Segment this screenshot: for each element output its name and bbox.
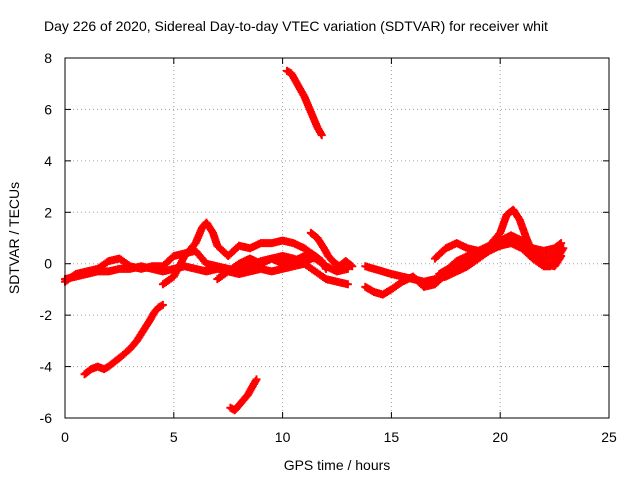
chart-title: Day 226 of 2020, Sidereal Day-to-day VTE… xyxy=(44,18,548,34)
x-tick-label: 20 xyxy=(492,429,508,445)
y-tick-label: -6 xyxy=(40,410,53,426)
x-tick-label: 5 xyxy=(170,429,178,445)
y-tick-label: 8 xyxy=(44,50,52,66)
data-point xyxy=(346,261,355,270)
series-track-dip-low xyxy=(226,375,261,415)
y-tick-label: 6 xyxy=(44,101,52,117)
data-point xyxy=(348,262,357,271)
y-tick-labels: -6 -4 -2 0 2 4 6 8 xyxy=(40,50,53,426)
x-axis-label: GPS time / hours xyxy=(284,457,391,473)
series-track-spike-high xyxy=(282,66,326,140)
data-point xyxy=(322,264,331,273)
plot-frame xyxy=(64,57,610,419)
x-tick-label: 10 xyxy=(275,429,291,445)
x-tick-labels: 0 5 10 15 20 25 xyxy=(61,429,617,445)
y-tick-label: 2 xyxy=(44,204,52,220)
series-track-evening-peak xyxy=(430,205,566,271)
series-track-noon-spur xyxy=(306,228,357,271)
series-track-evening-trough xyxy=(435,239,568,278)
x-tick-label: 0 xyxy=(61,429,69,445)
y-tick-label: -2 xyxy=(40,307,53,323)
series-track-morning-climb xyxy=(80,300,167,379)
y-tick-label: 0 xyxy=(44,256,52,272)
series-track-ridge xyxy=(213,252,331,284)
y-axis-label: SDTVAR / TECUs xyxy=(6,182,22,294)
x-tick-label: 15 xyxy=(384,429,400,445)
y-tick-label: -4 xyxy=(40,359,53,375)
y-tick-label: 4 xyxy=(44,153,52,169)
data-point xyxy=(317,131,326,140)
axis-ticks xyxy=(64,57,610,419)
series-track-baseline-b xyxy=(61,246,352,286)
data-points xyxy=(61,66,568,415)
series-track-morning-rise xyxy=(158,218,320,289)
data-point xyxy=(559,244,568,253)
data-point xyxy=(158,300,167,309)
data-point xyxy=(343,280,352,289)
data-point xyxy=(252,375,261,384)
x-tick-label: 25 xyxy=(601,429,617,445)
